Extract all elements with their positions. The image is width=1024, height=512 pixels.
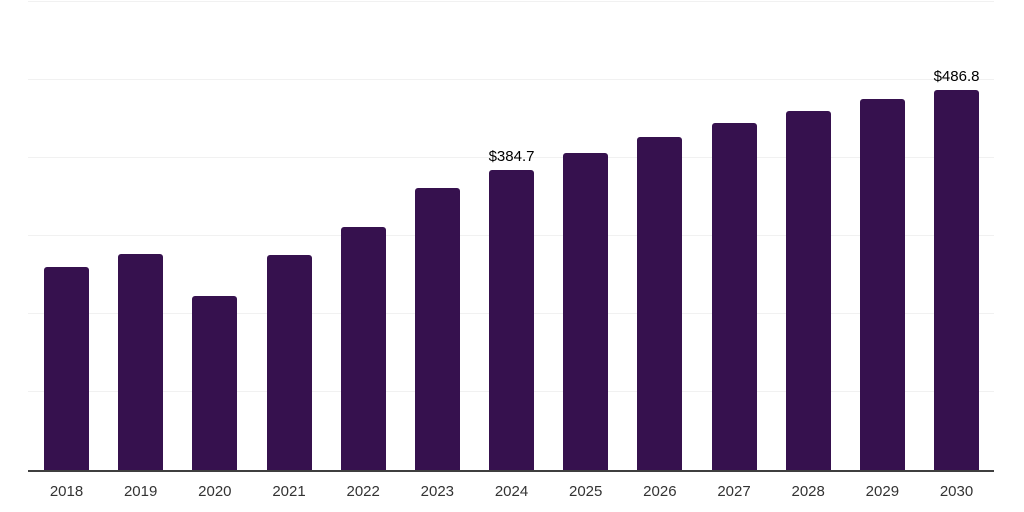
data-label-2024: $384.7 xyxy=(488,147,535,165)
x-tick-2026: 2026 xyxy=(643,483,677,500)
x-tick-2020: 2020 xyxy=(198,483,232,500)
bar-2022[interactable] xyxy=(340,226,386,470)
x-tick-2023: 2023 xyxy=(420,483,455,500)
gridline-400 xyxy=(28,157,994,158)
bar-2023[interactable] xyxy=(414,188,460,470)
bar-2028[interactable] xyxy=(785,110,831,470)
x-tick-2030: 2030 xyxy=(939,483,974,500)
x-tick-2024: 2024 xyxy=(494,483,529,500)
bar-2024[interactable] xyxy=(489,169,535,470)
x-tick-2018: 2018 xyxy=(49,483,84,500)
gridline-500 xyxy=(28,79,994,80)
plot-area: $384.7 $486.8 xyxy=(28,0,994,472)
x-axis: 2018 2019 2020 2021 2022 2023 2024 2025 2026 2027… xyxy=(28,483,994,503)
bar-2027[interactable] xyxy=(711,122,757,470)
bar-2018[interactable] xyxy=(44,266,89,470)
bar-2029[interactable] xyxy=(859,99,905,470)
bar-2026[interactable] xyxy=(637,136,683,470)
x-tick-2029: 2029 xyxy=(865,483,900,500)
gridline-600 xyxy=(28,1,994,2)
data-label-2030: $486.8 xyxy=(933,68,980,86)
x-tick-2021: 2021 xyxy=(272,483,306,500)
x-tick-2028: 2028 xyxy=(791,483,825,500)
x-tick-2019: 2019 xyxy=(123,483,158,500)
bar-2030[interactable] xyxy=(934,90,980,470)
bar-2020[interactable] xyxy=(192,296,238,470)
x-tick-2027: 2027 xyxy=(717,483,751,500)
bar-2021[interactable] xyxy=(266,254,312,470)
x-tick-2022: 2022 xyxy=(346,483,380,500)
x-tick-2025: 2025 xyxy=(569,483,603,500)
bar-2019[interactable] xyxy=(118,253,164,470)
bar-2025[interactable] xyxy=(563,152,609,470)
